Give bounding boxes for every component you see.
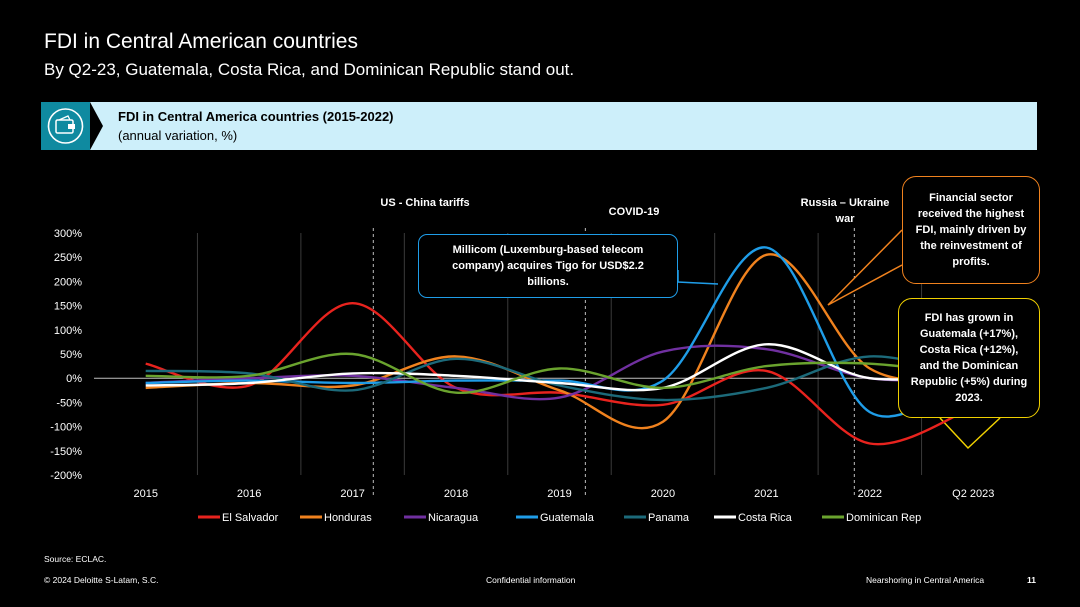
chart-series [145, 246, 974, 446]
wallet-icon [47, 108, 84, 144]
banner-icon-box [41, 102, 90, 150]
legend-label: El Salvador [222, 512, 279, 524]
y-tick-label: -150% [50, 446, 82, 458]
legend-label: Costa Rica [738, 512, 793, 524]
x-tick-label: Q2 2023 [952, 488, 994, 500]
y-tick-label: -100% [50, 422, 82, 434]
x-tick-label: 2020 [651, 488, 675, 500]
y-tick-label: 250% [54, 252, 82, 264]
x-tick-label: 2017 [340, 488, 364, 500]
series-line-honduras [145, 253, 974, 430]
x-tick-label: 2022 [858, 488, 882, 500]
chart-title: FDI in Central America countries (2015-2… [118, 109, 394, 124]
legend-label: Guatemala [540, 512, 595, 524]
x-tick-label: 2016 [237, 488, 261, 500]
series-line-nicaragua [145, 344, 974, 401]
fdi-line-chart: -200% -150% -100% -50% 0% 50% 100% 150% 200% 250%… [50, 228, 1025, 524]
callout-millicom-pointer [677, 270, 719, 285]
event-label-russia: Russia – Ukraine war [800, 197, 890, 225]
chart-legend: El Salvador Honduras Nicaragua Guatemala Pan… [198, 512, 921, 524]
x-tick-label: 2019 [547, 488, 571, 500]
callout-millicom: Millicom (Luxemburg-based telecom compan… [418, 234, 678, 298]
y-tick-label: 200% [54, 276, 82, 288]
y-tick-label: 50% [60, 349, 82, 361]
x-axis: 2015 2016 2017 2018 2019 2020 2021 2022 Q2 2023 [133, 488, 994, 500]
callout-connectors [677, 229, 1001, 450]
callout-financial-pointer [827, 229, 903, 306]
x-tick-label: 2021 [754, 488, 778, 500]
x-tick-label: 2018 [444, 488, 468, 500]
banner-arrow [90, 102, 103, 150]
y-tick-label: 300% [54, 228, 82, 240]
y-tick-label: 100% [54, 325, 82, 337]
series-line-el-salvador [145, 301, 974, 446]
legend-label: Panama [648, 512, 690, 524]
callout-growth: FDI has grown in Guatemala (+17%), Costa… [898, 298, 1040, 418]
copyright: © 2024 Deloitte S-Latam, S.C. [44, 575, 159, 585]
event-label-covid: COVID-19 [608, 206, 660, 218]
legend-label: Dominican Rep [846, 512, 921, 524]
callout-financial: Financial sector received the highest FD… [902, 176, 1040, 284]
y-tick-label: -50% [56, 397, 82, 409]
source-note: Source: ECLAC. [44, 554, 107, 564]
chart-banner: FDI in Central America countries (2015-2… [41, 102, 1037, 150]
page-subtitle: By Q2-23, Guatemala, Costa Rica, and Dom… [44, 60, 575, 79]
event-label-us-china: US - China tariffs [380, 197, 470, 209]
section-label: Nearshoring in Central America [866, 575, 985, 585]
y-axis: -200% -150% -100% -50% 0% 50% 100% 150% 200% 250%… [50, 228, 82, 482]
y-tick-label: 0% [66, 373, 82, 385]
callout-growth-pointer [939, 417, 1001, 450]
x-tick-label: 2015 [133, 488, 157, 500]
series-line-dominican-rep [145, 352, 974, 394]
y-tick-label: -200% [50, 470, 82, 482]
y-tick-label: 150% [54, 301, 82, 313]
page-number: 11 [1027, 575, 1036, 585]
confidential-label: Confidential information [486, 575, 576, 585]
chart-units: (annual variation, %) [118, 128, 238, 143]
page-title: FDI in Central American countries [44, 30, 358, 53]
series-line-costa-rica [145, 343, 974, 392]
legend-label: Nicaragua [428, 512, 479, 524]
legend-label: Honduras [324, 512, 372, 524]
